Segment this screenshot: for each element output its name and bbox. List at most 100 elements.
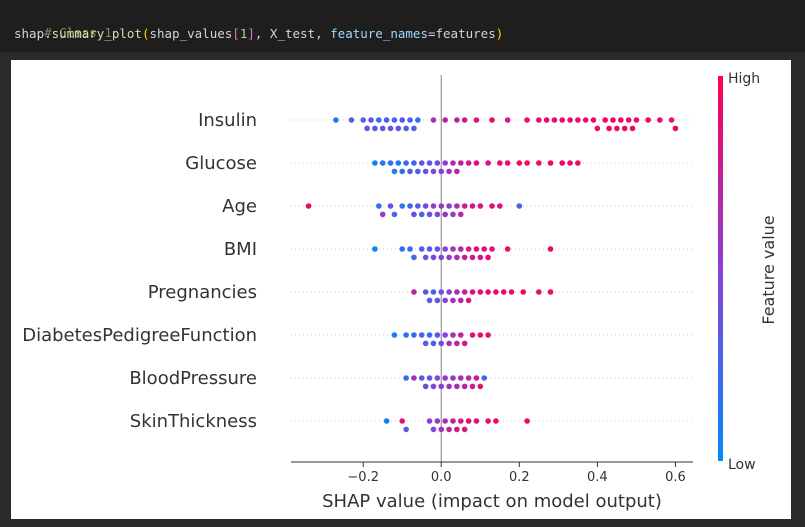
shap-point: [567, 160, 573, 166]
shap-point: [610, 117, 616, 123]
code-token: (: [141, 26, 150, 41]
shap-point: [633, 117, 640, 123]
shap-point: [465, 297, 472, 304]
shap-point: [473, 375, 480, 381]
colorbar-title: Feature value: [759, 215, 778, 324]
shap-point: [477, 332, 484, 338]
shap-point: [668, 117, 675, 123]
shap-point: [387, 160, 394, 166]
code-token: , X_test,: [254, 26, 331, 41]
shap-point: [418, 211, 425, 218]
shap-point: [457, 297, 464, 304]
shap-point: [372, 160, 378, 166]
shap-point: [461, 426, 468, 433]
shap-point: [426, 375, 433, 381]
shap-point: [364, 125, 370, 132]
code-token: ]: [247, 26, 255, 41]
shap-point: [376, 203, 382, 209]
shap-point: [407, 203, 413, 209]
shap-point: [473, 418, 480, 424]
shap-point: [422, 254, 429, 261]
shap-point: [469, 289, 476, 295]
shap-point: [434, 246, 441, 252]
shap-point: [430, 340, 437, 347]
shap-point: [450, 211, 456, 218]
shap-point: [403, 375, 409, 381]
shap-point: [446, 203, 452, 209]
shap-point: [430, 383, 437, 390]
feature-label: Age: [222, 196, 257, 217]
shap-point: [422, 168, 429, 175]
shap-point: [536, 117, 542, 123]
shap-point: [504, 117, 511, 123]
code-comment-line: # Class 1: [14, 6, 112, 60]
colorbar-low-label: Low: [728, 457, 756, 473]
shap-point: [368, 117, 374, 123]
x-axis-label: SHAP value (impact on model output): [322, 491, 662, 512]
output-area: −0.2 0.0 0.2 0.4 0.6 SHAP value (impact on mo…: [11, 60, 791, 519]
shap-point: [473, 160, 480, 166]
feature-label: Glucose: [185, 153, 257, 174]
shap-point: [387, 125, 394, 132]
shap-point: [383, 117, 390, 123]
shap-point: [418, 160, 425, 166]
feature-label: BloodPressure: [129, 368, 257, 389]
shap-point: [473, 117, 480, 123]
shap-point: [442, 332, 448, 338]
shap-point: [387, 203, 394, 209]
shap-point: [469, 254, 476, 261]
shap-point: [473, 246, 480, 252]
shap-point: [446, 340, 452, 347]
shap-point: [594, 125, 601, 132]
shap-point: [434, 375, 441, 381]
x-tick-label: 0.0: [431, 470, 452, 485]
shap-point: [575, 117, 581, 123]
shap-point: [391, 332, 398, 338]
shap-point: [450, 297, 456, 304]
shap-point: [430, 426, 437, 433]
shap-point: [411, 211, 417, 218]
shap-point: [305, 203, 312, 209]
shap-point: [454, 117, 460, 123]
shap-point: [457, 211, 464, 218]
shap-point: [465, 160, 472, 166]
shap-point: [477, 254, 484, 261]
shap-point: [438, 168, 445, 175]
shap-point: [465, 375, 472, 381]
shap-point: [489, 203, 495, 209]
shap-point: [590, 117, 597, 123]
shap-point: [575, 160, 581, 166]
shap-point: [403, 125, 409, 132]
shap-point: [461, 383, 468, 390]
shap-point: [672, 125, 679, 132]
shap-point: [504, 160, 511, 166]
shap-point: [524, 418, 530, 424]
shap-point: [508, 289, 515, 295]
shap-point: [516, 203, 523, 209]
shap-point: [446, 383, 452, 390]
shap-point: [438, 203, 445, 209]
shap-point: [422, 203, 429, 209]
colorbar-high-label: High: [728, 71, 760, 87]
shap-point: [442, 117, 448, 123]
shap-point: [391, 168, 398, 175]
shap-point: [426, 160, 433, 166]
shap-point: [469, 332, 476, 338]
shap-point: [524, 160, 530, 166]
shap-point: [379, 160, 386, 166]
code-token: ): [495, 26, 504, 41]
code-cell[interactable]: # Class 1 shap.summary_plot(shap_values[…: [0, 0, 805, 52]
shap-point: [399, 246, 406, 252]
feature-label: Pregnancies: [148, 282, 257, 303]
shap-point: [547, 160, 554, 166]
x-tick-label: −0.2: [347, 470, 379, 485]
shap-point: [450, 375, 456, 381]
shap-point: [536, 289, 542, 295]
shap-point: [497, 160, 503, 166]
shap-point: [493, 289, 499, 295]
shap-point: [446, 168, 452, 175]
shap-point: [450, 246, 456, 252]
shap-point: [489, 246, 495, 252]
shap-point: [446, 289, 452, 295]
shap-point: [469, 383, 476, 390]
